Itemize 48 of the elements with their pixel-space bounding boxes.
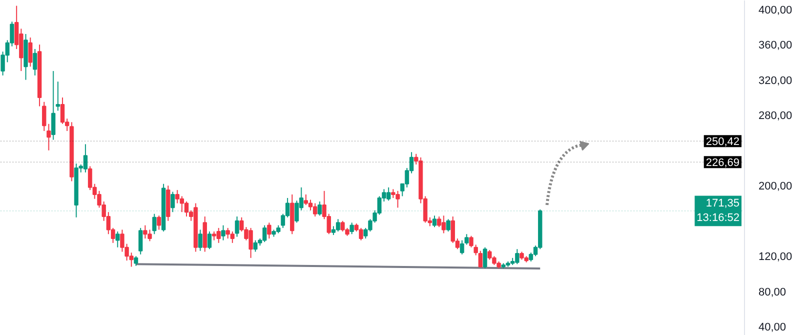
- candlestick: [308, 199, 313, 211]
- candlestick: [446, 218, 450, 232]
- candlestick: [312, 202, 318, 217]
- y-tick-label: 200,00: [758, 180, 792, 193]
- y-tick-label: 400,00: [758, 4, 792, 16]
- candlestick: [304, 194, 308, 206]
- candlestick: [207, 230, 212, 250]
- candlestick: [198, 229, 202, 252]
- y-tick-label: 80,00: [758, 286, 786, 298]
- candlestick: [138, 227, 143, 255]
- candlestick: [134, 256, 138, 266]
- candlestick: [432, 215, 437, 228]
- candlestick: [184, 201, 189, 217]
- candlestick: [51, 70, 56, 140]
- ref-line-label: 171,35 13:16:52: [696, 198, 740, 224]
- candlestick: [386, 186, 391, 202]
- y-tick-label: 360,00: [758, 40, 792, 52]
- candlestick: [267, 222, 272, 240]
- candlestick: [42, 101, 46, 132]
- candlestick: [478, 250, 483, 268]
- candlestick: [482, 246, 488, 269]
- candlestick: [116, 230, 120, 248]
- candlestick: [28, 37, 32, 68]
- y-tick-label: 320,00: [758, 74, 792, 87]
- candlestick: [318, 201, 322, 216]
- candlestick: [83, 144, 88, 173]
- candlestick: [221, 224, 226, 241]
- candlestick: [460, 240, 464, 255]
- candlestick: [262, 224, 267, 243]
- candlestick: [32, 48, 38, 76]
- ref-line-label: 250,42: [706, 136, 740, 148]
- candlestick: [152, 213, 156, 235]
- candlestick: [358, 227, 364, 241]
- candlestick: [469, 235, 474, 248]
- ref-line-label: 226,69: [706, 157, 740, 170]
- candlestick: [474, 244, 478, 256]
- candlestick: [336, 218, 340, 232]
- candlestick: [464, 234, 469, 246]
- candlestick: [170, 191, 175, 213]
- y-tick-label: 120,00: [758, 251, 792, 264]
- candlestick: [46, 123, 51, 151]
- candlestick: [60, 96, 65, 124]
- candlestick: [234, 216, 240, 238]
- candlestick: [156, 215, 162, 230]
- y-tick-label: 280,00: [758, 110, 792, 122]
- candlestick: [350, 222, 354, 235]
- y-tick-label: 40,00: [758, 322, 786, 334]
- candlestick: [56, 81, 60, 112]
